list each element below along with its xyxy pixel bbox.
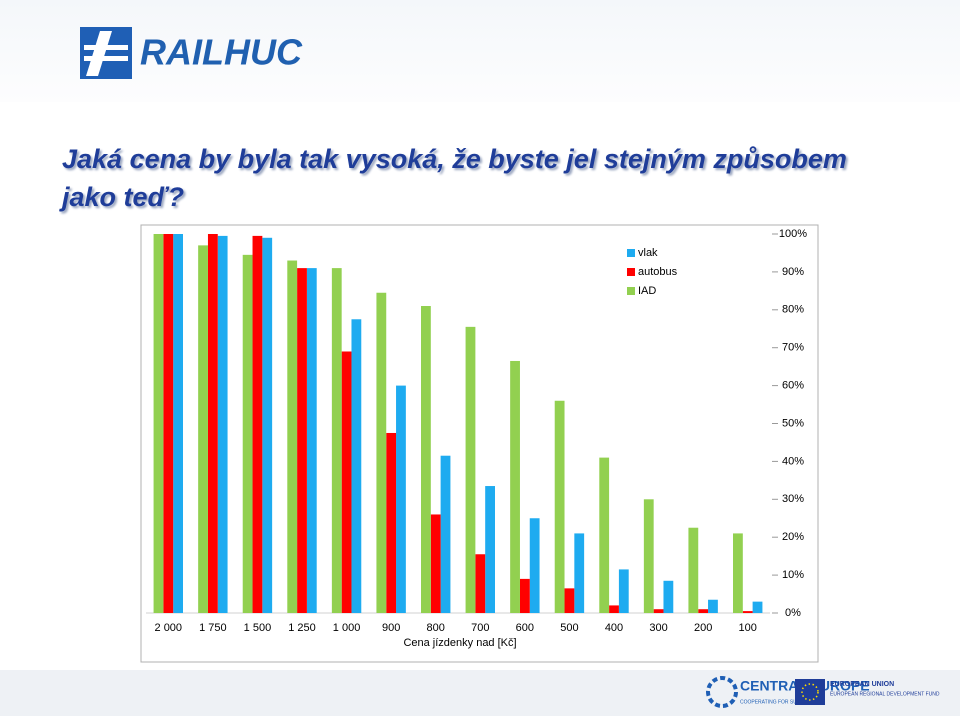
logo-stroke — [84, 56, 128, 61]
eu-text: EUROPEAN UNION — [830, 681, 894, 688]
ce-tagline: COOPERATING FOR SUCCESS. — [740, 699, 815, 705]
y-tick-label: 80% — [782, 304, 804, 316]
legend-swatch — [627, 249, 635, 257]
x-tick-label: 1 250 — [288, 622, 316, 634]
y-tick-label: 70% — [782, 342, 804, 354]
x-tick-label: 700 — [471, 622, 489, 634]
x-axis-label: Cena jízdenky nad [Kč] — [403, 637, 516, 649]
bar — [609, 605, 619, 613]
bar — [519, 578, 530, 613]
logo-text: RAILHUC — [140, 32, 303, 73]
ce-mark — [706, 676, 738, 708]
x-tick-label: 500 — [560, 622, 578, 634]
bar — [287, 260, 298, 613]
bar — [599, 457, 610, 613]
x-tick-label: 200 — [694, 622, 712, 634]
bar — [396, 385, 406, 613]
y-tick-label: 100% — [779, 228, 807, 240]
bar — [252, 235, 263, 613]
bar — [554, 400, 565, 613]
slide-title: Jaká cena by byla tak vysoká, že byste j… — [62, 144, 847, 212]
y-tick-label: 90% — [782, 266, 804, 278]
bar — [198, 245, 208, 613]
bar — [564, 588, 575, 613]
bar — [163, 234, 174, 613]
x-tick-label: 300 — [649, 622, 667, 634]
y-tick-label: 60% — [782, 380, 804, 392]
y-tick-label: 50% — [782, 417, 804, 429]
y-tick-label: 40% — [782, 455, 804, 467]
bar — [421, 306, 431, 613]
footer-logos: CENTRAL EUROPE COOPERATING FOR SUCCESS. … — [706, 676, 940, 708]
bar — [440, 455, 451, 613]
bar — [742, 611, 753, 613]
legend-label: IAD — [638, 285, 656, 297]
x-tick-label: 600 — [516, 622, 534, 634]
x-tick-label: 100 — [739, 622, 757, 634]
legend-swatch — [627, 287, 635, 295]
bar — [465, 326, 476, 613]
bar — [475, 554, 486, 613]
eu-stars — [801, 683, 819, 701]
bar — [752, 601, 763, 613]
bar — [386, 432, 397, 613]
bar — [217, 235, 228, 613]
bar — [376, 292, 387, 613]
footer: CENTRAL EUROPE COOPERATING FOR SUCCESS. … — [0, 670, 960, 716]
x-tick-label: 400 — [605, 622, 623, 634]
logo: RAILHUC — [80, 27, 303, 79]
x-tick-label: 800 — [427, 622, 445, 634]
bar — [242, 254, 253, 613]
y-tick-label: 30% — [782, 493, 804, 505]
header: RAILHUC — [0, 0, 960, 102]
legend-swatch — [627, 268, 635, 276]
bar — [351, 319, 362, 613]
bar — [262, 237, 273, 614]
bar — [574, 533, 585, 613]
bar — [643, 499, 654, 613]
bar — [341, 351, 352, 613]
logo-stroke — [84, 45, 128, 50]
bar — [510, 360, 520, 613]
x-tick-label: 900 — [382, 622, 400, 634]
bar — [173, 234, 183, 613]
bar — [698, 609, 709, 613]
x-tick-label: 2 000 — [155, 622, 183, 634]
bar — [430, 514, 441, 613]
bar — [653, 609, 664, 613]
x-tick-label: 1 000 — [333, 622, 361, 634]
bar — [485, 486, 495, 613]
bar — [297, 268, 307, 613]
eu-flag — [795, 679, 825, 705]
x-tick-label: 1 500 — [244, 622, 272, 634]
bar — [207, 234, 218, 613]
y-tick-label: 20% — [782, 531, 804, 543]
bar — [663, 580, 674, 613]
bar — [331, 268, 342, 613]
bar — [733, 533, 743, 613]
bar — [153, 234, 164, 613]
legend-label: autobus — [638, 266, 678, 278]
y-tick-label: 0% — [785, 607, 801, 619]
legend-label: vlak — [638, 247, 658, 259]
bar — [688, 527, 699, 613]
x-tick-label: 1 750 — [199, 622, 227, 634]
logo-stroke — [86, 31, 112, 76]
bar — [306, 268, 317, 613]
eu-fund: EUROPEAN REGIONAL DEVELOPMENT FUND — [830, 691, 940, 697]
bar — [618, 569, 629, 613]
bar — [708, 599, 718, 613]
bar — [529, 518, 540, 613]
y-tick-label: 10% — [782, 569, 804, 581]
